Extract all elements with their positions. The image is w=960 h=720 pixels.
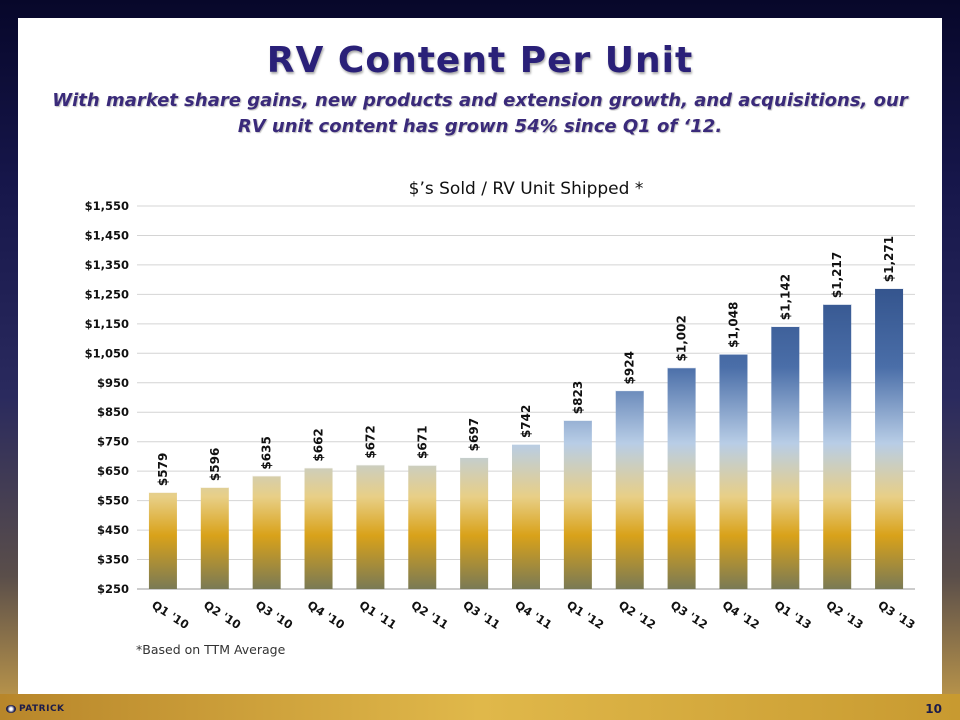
y-tick-label: $250 (97, 582, 129, 596)
bar (356, 464, 385, 589)
y-tick-label: $450 (97, 523, 129, 537)
y-tick-label: $750 (97, 435, 129, 449)
x-tick-label: Q4 '11 (512, 598, 554, 632)
data-label: $742 (519, 405, 533, 438)
bar (615, 390, 644, 589)
x-tick-label: Q1 '10 (149, 598, 191, 632)
y-tick-label: $1,150 (85, 317, 129, 331)
bar (667, 367, 696, 589)
bar (252, 475, 281, 589)
y-tick-label: $1,050 (85, 346, 129, 360)
data-label: $1,142 (778, 274, 792, 320)
data-label: $671 (415, 426, 429, 459)
y-tick-label: $850 (97, 405, 129, 419)
x-tick-label: Q4 '10 (305, 598, 347, 632)
footer-bar (0, 694, 960, 720)
company-logo: PATRICK (6, 704, 65, 714)
bar (563, 420, 592, 589)
x-tick-label: Q1 '13 (772, 598, 814, 632)
bar (200, 487, 229, 589)
slide-title: RV Content Per Unit (266, 40, 694, 81)
y-tick-label: $950 (97, 376, 129, 390)
bar (823, 304, 852, 589)
x-tick-label: Q3 '12 (668, 598, 710, 632)
chart-title: $’s Sold / RV Unit Shipped * (409, 179, 644, 199)
y-tick-label: $1,450 (85, 228, 129, 242)
data-label: $1,271 (882, 236, 896, 282)
data-label: $1,048 (726, 302, 740, 348)
x-tick-label: Q2 '11 (409, 598, 451, 632)
data-label: $1,217 (830, 252, 844, 298)
logo-text: PATRICK (19, 704, 65, 714)
x-tick-label: Q2 '13 (824, 598, 866, 632)
bar (148, 492, 177, 589)
slide-subtitle: With market share gains, new products an… (52, 90, 908, 137)
bar (719, 353, 748, 589)
x-tick-label: Q1 '12 (564, 598, 606, 632)
data-label: $662 (312, 428, 326, 461)
data-label: $672 (363, 425, 377, 458)
data-label: $635 (260, 436, 274, 469)
footnote: *Based on TTM Average (136, 642, 286, 657)
data-label: $1,002 (675, 315, 689, 361)
x-tick-label: Q3 '11 (460, 598, 502, 632)
x-tick-label: Q3 '10 (253, 598, 295, 632)
data-label: $924 (623, 351, 637, 384)
y-tick-label: $1,250 (85, 287, 129, 301)
bar (460, 457, 489, 589)
y-tick-label: $1,350 (85, 258, 129, 272)
y-tick-label: $650 (97, 464, 129, 478)
bar (512, 444, 540, 589)
x-tick-label: Q2 '12 (616, 598, 658, 632)
y-tick-label: $1,550 (85, 199, 129, 213)
bar (304, 467, 333, 589)
x-tick-label: Q4 '12 (720, 598, 762, 632)
bar (408, 464, 437, 589)
data-label: $596 (208, 448, 222, 481)
bar (875, 288, 904, 589)
x-tick-label: Q1 '11 (357, 598, 399, 632)
y-tick-label: $550 (97, 494, 129, 508)
data-label: $579 (156, 453, 170, 486)
x-tick-label: Q2 '10 (201, 598, 243, 632)
data-label: $697 (467, 418, 481, 451)
page-number: 10 (925, 702, 942, 716)
y-tick-label: $350 (97, 553, 129, 567)
bar (771, 326, 800, 589)
data-label: $823 (571, 381, 585, 414)
x-tick-label: Q3 '13 (875, 598, 917, 632)
logo-icon (6, 704, 16, 713)
